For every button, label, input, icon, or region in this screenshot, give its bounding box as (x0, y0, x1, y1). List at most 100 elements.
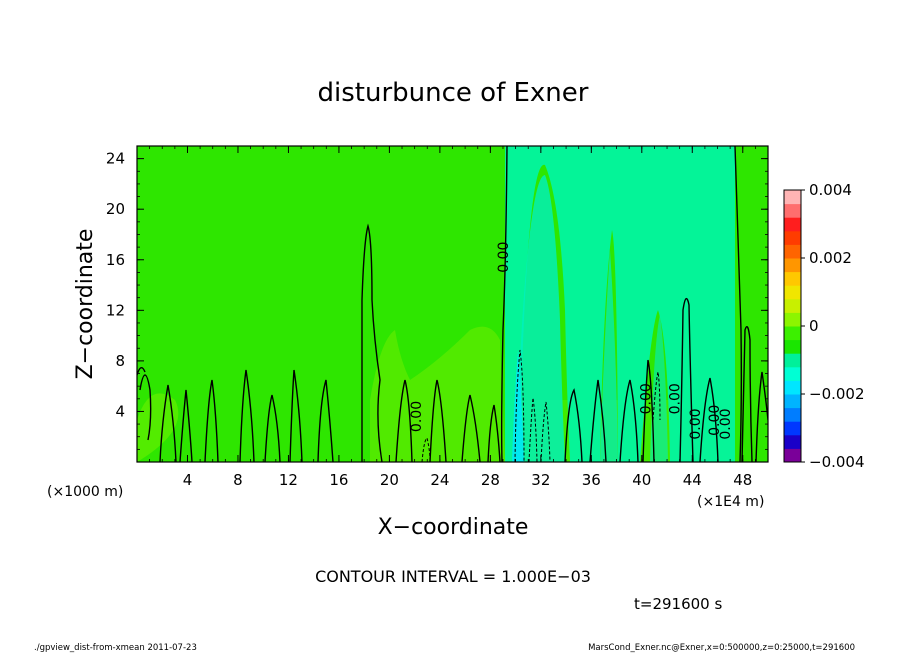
positive-patch (137, 393, 179, 462)
colorbar-swatch (784, 285, 801, 300)
zero-contour (159, 384, 177, 462)
zero-contour (500, 146, 508, 462)
y-axis-label: Z−coordinate (73, 229, 98, 380)
zero-contour (564, 388, 583, 462)
y-tick-label: 24 (106, 150, 125, 168)
contour-labels: 0.000.000.00 0.000.00 0.000.00 (409, 242, 734, 440)
y-unit-label: (×1000 m) (47, 484, 123, 500)
x-tick-label: 48 (733, 471, 752, 489)
x-tick-label: 44 (683, 471, 702, 489)
x-axis: 4 8 12 16 20 24 28 32 36 40 44 48 (149, 146, 756, 489)
colorbar-swatch (784, 434, 801, 449)
plume-core (600, 250, 618, 462)
colorbar-swatch (784, 244, 801, 259)
contour-label: 0.00 (718, 408, 734, 439)
footer-right: MarsCond_Exner.nc@Exner,x=0:500000,z=0:2… (588, 643, 855, 653)
zero-contour (734, 146, 743, 462)
zero-contour (461, 394, 481, 462)
x-tick-label: 36 (582, 471, 601, 489)
y-tick-label: 4 (115, 402, 125, 420)
y-tick-label: 12 (106, 301, 125, 319)
colorbar-swatch (784, 298, 801, 313)
colorbar-swatch (784, 394, 801, 409)
colorbar-swatch (784, 380, 801, 395)
x-unit-label: (×1E4 m) (697, 494, 764, 510)
footer-left: ./gpview_dist-from-xmean 2011-07-23 (34, 643, 197, 653)
colorbar-ticks: 0.004 0.002 0 −0.002 −0.004 (801, 181, 865, 471)
colorbar-swatch (784, 230, 801, 245)
colorbar-swatch (784, 258, 801, 273)
zero-contour (289, 369, 303, 462)
x-tick-label: 24 (430, 471, 449, 489)
zero-contour (755, 371, 768, 462)
zero-contour (619, 379, 639, 462)
contour-label: 0.00 (496, 242, 512, 273)
chart-title: disturbunce of Exner (318, 78, 589, 108)
x-axis-label: X−coordinate (378, 515, 529, 540)
negative-contour (528, 397, 538, 462)
x-tick-label: 32 (531, 471, 550, 489)
colorbar-swatch (784, 339, 801, 354)
zero-contour (741, 326, 753, 462)
contour-label: 0.00 (688, 408, 704, 439)
colorbar-swatch (784, 421, 801, 436)
x-tick-label: 12 (279, 471, 298, 489)
colorbar-swatch (784, 366, 801, 381)
contour-label: 0.00 (409, 401, 425, 432)
colorbar-swatch (784, 448, 801, 463)
y-tick-label: 8 (115, 352, 125, 370)
zero-contour (264, 394, 281, 462)
x-tick-label: 16 (329, 471, 348, 489)
contour-label: 0.00 (707, 405, 723, 436)
colorbar-swatch (784, 312, 801, 327)
colorbar-swatch (784, 190, 801, 205)
y-axis: 4 8 12 16 20 24 (106, 150, 768, 450)
colorbar-swatch (784, 217, 801, 232)
colorbar-swatch (784, 407, 801, 422)
zero-contour (679, 297, 694, 462)
zero-contour (699, 377, 719, 462)
colorbar-swatch (784, 271, 801, 286)
heatmap-field (137, 146, 768, 462)
zero-contour (395, 379, 413, 462)
colorbar-tick-label: −0.004 (809, 453, 865, 471)
colorbar-tick-label: 0 (809, 317, 819, 335)
colorbar-tick-label: 0.002 (809, 249, 852, 267)
negative-contours (421, 349, 661, 462)
colorbar-tick-label: −0.002 (809, 385, 865, 403)
negative-contour (652, 371, 661, 421)
y-tick-label: 16 (106, 251, 125, 269)
zero-contour (179, 389, 193, 462)
colorbar-swatch (784, 353, 801, 368)
plume-core (512, 350, 524, 462)
contour-lines (137, 146, 768, 462)
negative-contour (421, 437, 431, 462)
contour-interval: CONTOUR INTERVAL = 1.000E−03 (315, 567, 591, 586)
zero-contour (487, 404, 501, 462)
contour-label: 0.00 (668, 383, 684, 414)
positive-patch (370, 326, 505, 462)
zero-contour (361, 223, 383, 462)
time-label: t=291600 s (634, 595, 722, 613)
x-tick-label: 28 (481, 471, 500, 489)
x-tick-label: 4 (183, 471, 193, 489)
contour-label: 0.00 (639, 383, 655, 414)
negative-contour (514, 349, 525, 462)
colorbar-tick-label: 0.004 (809, 181, 852, 199)
zero-contour (429, 379, 447, 462)
x-tick-label: 40 (632, 471, 651, 489)
colorbar-swatch (784, 203, 801, 218)
negative-region (505, 146, 768, 462)
zero-contour (239, 369, 255, 462)
x-tick-label: 8 (233, 471, 243, 489)
zero-contour (204, 379, 219, 462)
negative-contour (540, 401, 551, 462)
y-tick-label: 20 (106, 200, 125, 218)
colorbar (784, 190, 801, 463)
zero-contour (589, 379, 607, 462)
zero-contour (642, 359, 655, 462)
x-tick-label: 20 (380, 471, 399, 489)
zero-contour (139, 374, 152, 441)
zero-contour (137, 367, 146, 376)
